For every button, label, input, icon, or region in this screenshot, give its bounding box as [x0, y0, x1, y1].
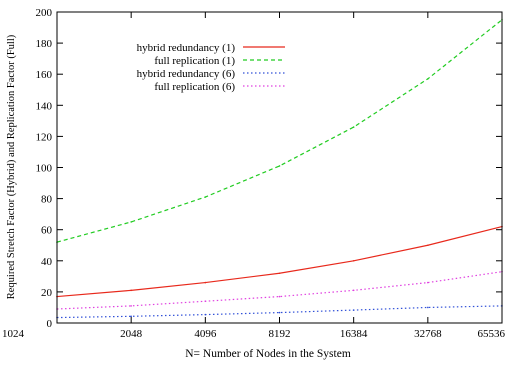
legend-label: full replication (6) [154, 81, 235, 93]
x-axis-label: N= Number of Nodes in the System [185, 348, 351, 360]
x-tick-label: 65536 [478, 328, 506, 340]
x-tick-label: 16384 [340, 328, 368, 340]
legend: hybrid redundancy (1)full replication (1… [137, 42, 285, 93]
data-point [352, 309, 355, 311]
y-tick-label: 20 [41, 287, 53, 299]
data-point [130, 305, 132, 307]
series-layer [56, 18, 503, 319]
data-point [352, 289, 355, 292]
legend-label: full replication (1) [154, 55, 235, 67]
y-tick-label: 40 [41, 256, 53, 268]
y-tick-label: 200 [36, 7, 53, 19]
y-tick-label: 120 [36, 131, 53, 143]
y-axis-label: Required Stretch Factor (Hybrid) and Rep… [6, 34, 17, 299]
x-tick-label: 1024 [2, 328, 25, 340]
data-point [204, 300, 207, 303]
data-point [130, 289, 132, 292]
data-point [130, 221, 132, 223]
data-point [130, 315, 132, 318]
data-point [204, 196, 207, 198]
plot-frame [56, 11, 503, 324]
data-point [278, 165, 281, 167]
data-point [427, 244, 429, 247]
y-tick-label: 180 [36, 38, 53, 50]
data-point [278, 295, 281, 298]
ticks-layer: 0 20 40 60 80 100 120 140 160 180 200 1024 2048 4096 8… [2, 7, 506, 340]
data-point [204, 313, 207, 316]
series-line [56, 271, 503, 310]
x-tick-label: 2048 [120, 328, 143, 340]
x-tick-label: 8192 [269, 328, 291, 340]
data-point [204, 281, 207, 284]
series-line [56, 226, 503, 298]
data-point [427, 306, 429, 309]
y-tick-label: 80 [41, 194, 53, 206]
legend-label: hybrid redundancy (6) [137, 68, 236, 80]
data-point [278, 311, 281, 314]
x-tick-label: 4096 [194, 328, 217, 340]
data-point [427, 78, 429, 80]
y-tick-label: 60 [41, 225, 53, 237]
y-tick-label: 140 [36, 100, 53, 112]
y-tick-label: 100 [36, 163, 53, 175]
data-point [427, 281, 429, 284]
data-point [278, 272, 281, 275]
series-line [56, 19, 503, 243]
x-tick-label: 32768 [414, 328, 442, 340]
y-tick-label: 160 [36, 69, 53, 81]
series-line [56, 305, 503, 319]
legend-label: hybrid redundancy (1) [137, 42, 236, 54]
y-tick-label: 0 [47, 318, 53, 330]
data-point [352, 126, 355, 128]
data-point [352, 260, 355, 262]
